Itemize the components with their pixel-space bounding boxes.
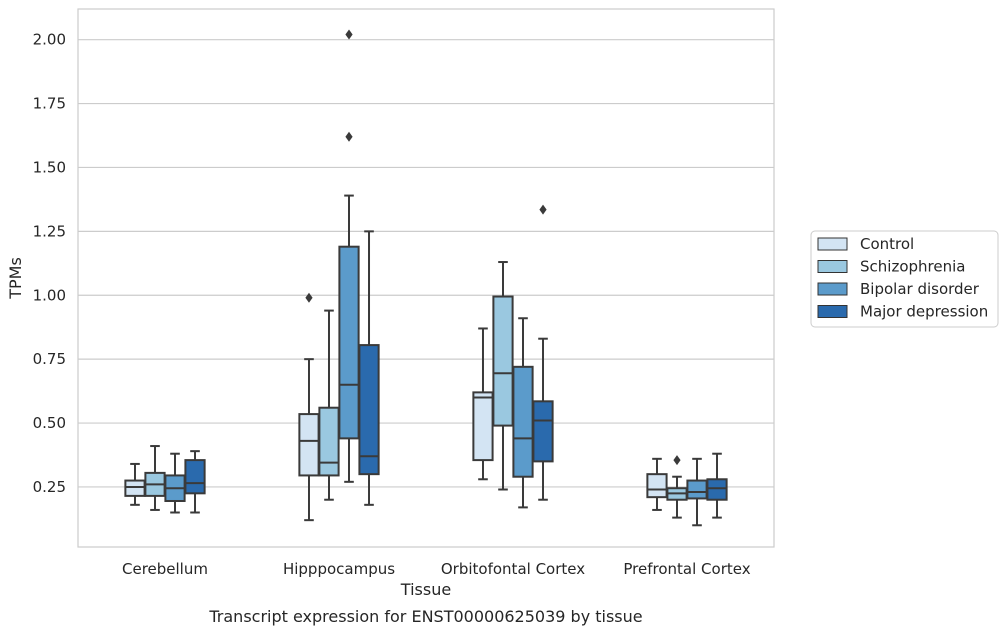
legend: Control Schizophrenia Bipolar disorder Majo…: [810, 230, 999, 328]
box-group: [298, 29, 380, 522]
legend-item: Major depression: [817, 303, 988, 321]
box: [298, 413, 320, 477]
legend-label: Schizophrenia: [860, 258, 965, 276]
x-axis-label: Tissue: [400, 580, 451, 599]
box: [338, 245, 360, 440]
box: [686, 479, 708, 500]
outlier-point: [673, 455, 681, 466]
box: [706, 478, 728, 501]
box: [318, 406, 340, 477]
y-axis-label: TPMs: [6, 257, 25, 300]
plot-frame: [77, 8, 775, 548]
y-tick-label: 1.00: [33, 286, 66, 304]
gridlines: [78, 39, 774, 488]
legend-frame: [810, 230, 999, 328]
legend-item: Control: [817, 235, 914, 253]
y-tick-label: 0.25: [33, 478, 66, 496]
x-tick-label: Orbitofontal Cortex: [441, 560, 585, 578]
box: [532, 400, 554, 463]
outlier-point: [345, 29, 353, 40]
box: [492, 295, 514, 427]
box-group: [646, 452, 728, 527]
y-tick-label: 2.00: [33, 31, 66, 49]
outlier-point: [345, 131, 353, 142]
box-groups: [124, 29, 728, 527]
legend-swatch: [817, 305, 848, 318]
legend-swatch: [817, 260, 848, 273]
y-tick-labels: 0.25 0.50 0.75 1.00 1.25 1.50 1.75 2.00: [33, 31, 66, 496]
legend-label: Bipolar disorder: [860, 280, 980, 298]
legend-swatch: [817, 237, 848, 251]
outlier-point: [539, 204, 547, 215]
legend-item: Bipolar disorder: [817, 280, 980, 298]
y-tick-label: 0.75: [33, 350, 66, 368]
y-tick-label: 0.50: [33, 414, 66, 432]
x-tick-label: Cerebellum: [122, 560, 208, 578]
box: [124, 479, 146, 497]
box-group: [124, 445, 206, 514]
box: [184, 459, 206, 495]
outlier-point: [305, 292, 313, 303]
x-tick-label: Hipppocampus: [283, 560, 395, 578]
box: [512, 365, 534, 478]
legend-label: Control: [860, 235, 914, 253]
box: [646, 473, 668, 499]
box-group: [472, 204, 554, 509]
plot-background: [78, 9, 774, 547]
box: [358, 344, 380, 476]
x-tick-label: Prefrontal Cortex: [623, 560, 750, 578]
y-tick-label: 1.25: [33, 222, 66, 240]
y-tick-label: 1.50: [33, 158, 66, 176]
legend-item: Schizophrenia: [817, 258, 965, 276]
y-tick-label: 1.75: [33, 95, 66, 113]
legend-swatch: [817, 282, 848, 296]
legend-label: Major depression: [860, 303, 988, 321]
chart-caption: Transcript expression for ENST0000062503…: [208, 607, 642, 626]
x-tick-labels: Cerebellum Hipppocampus Orbitofontal Corte…: [122, 560, 751, 578]
box: [472, 391, 494, 462]
